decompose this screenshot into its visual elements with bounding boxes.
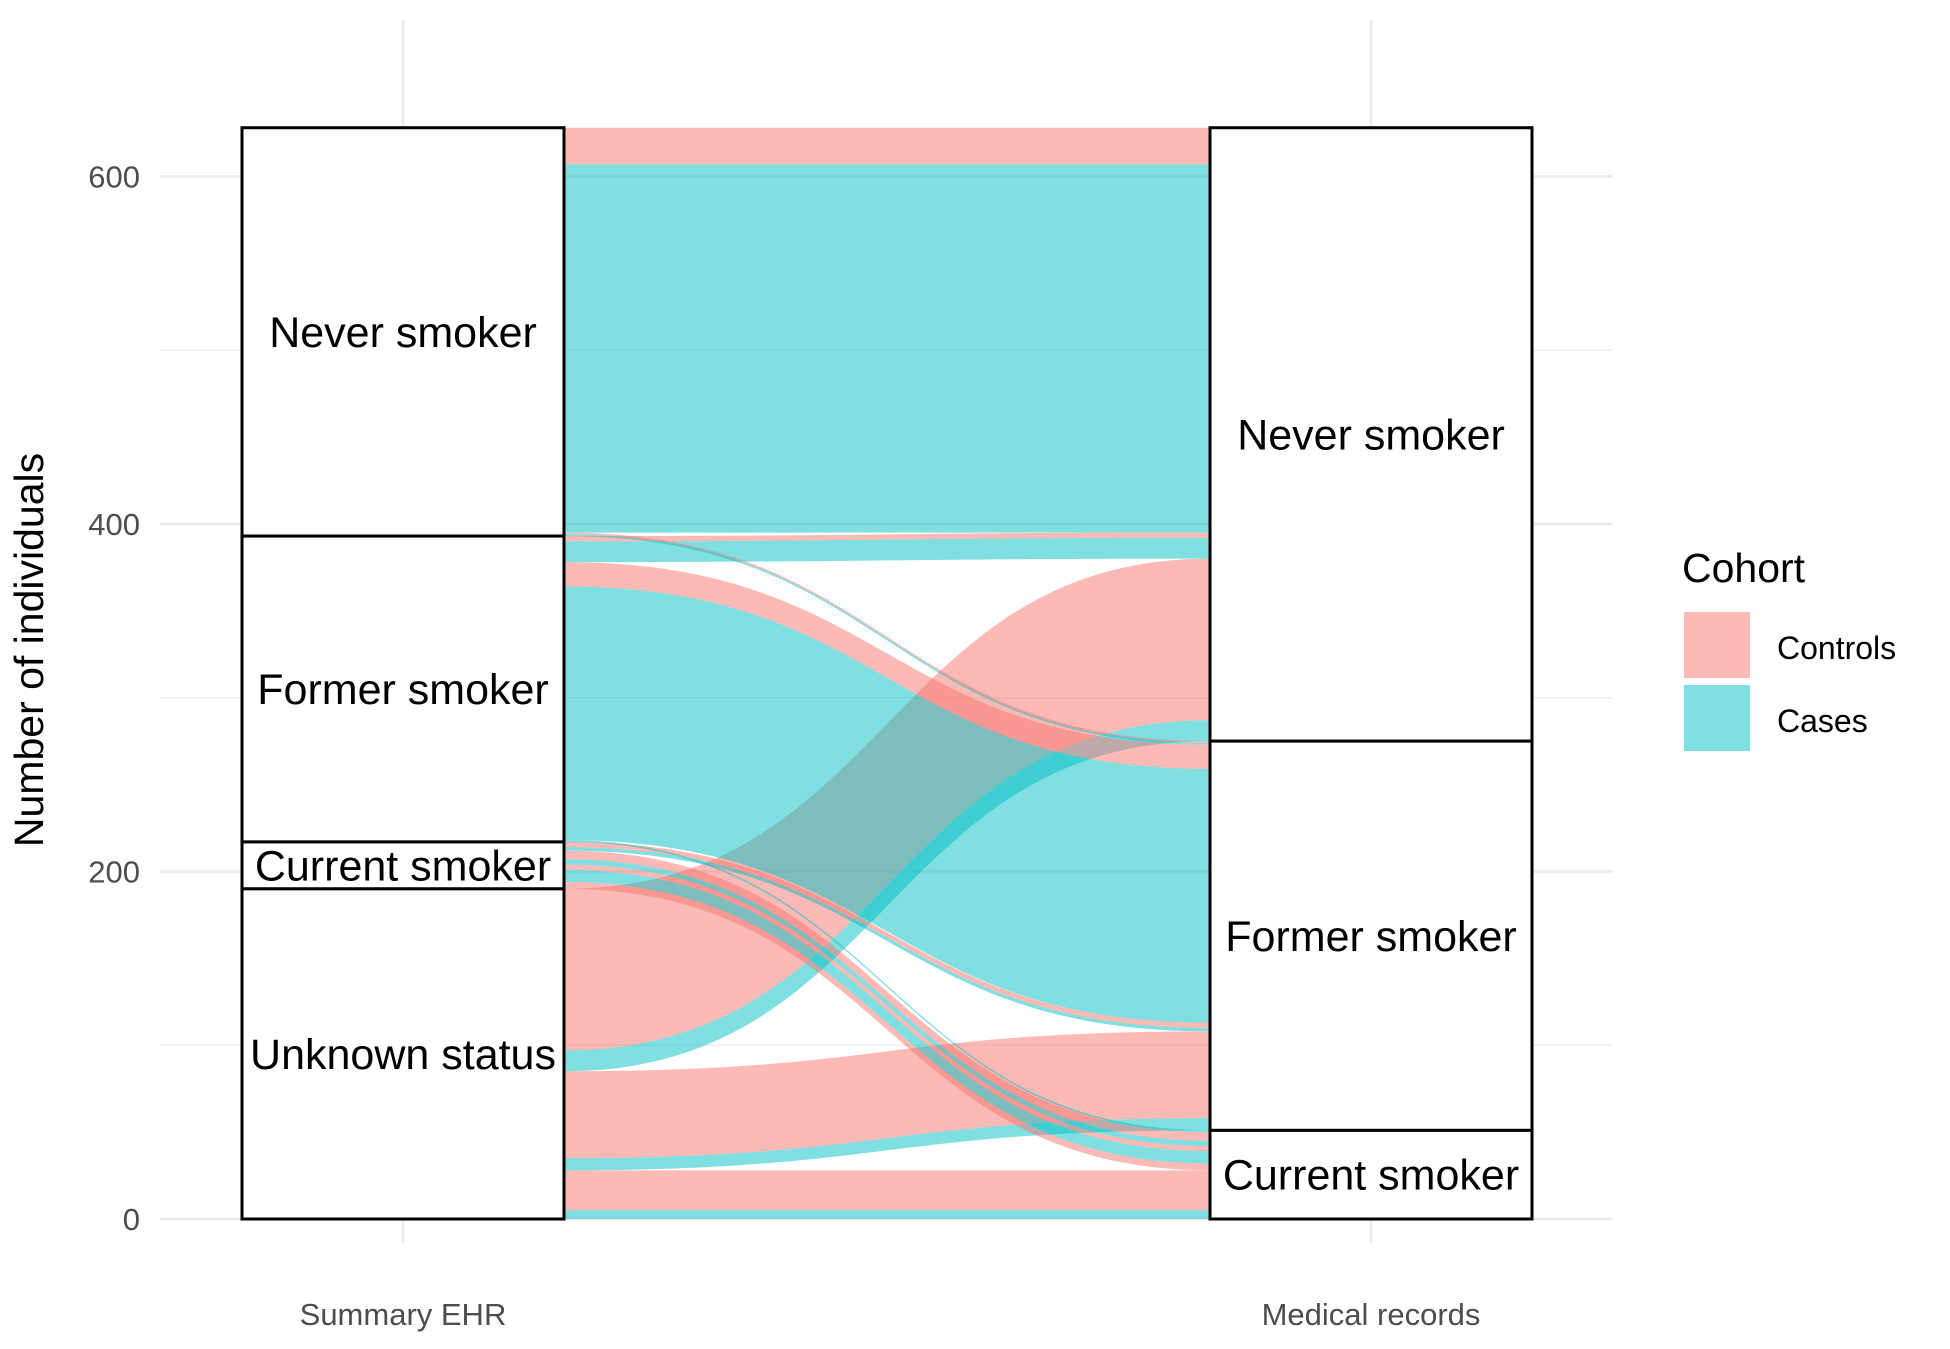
- flow-cases-current-smoker-to-former-smoker: [564, 847, 1210, 1032]
- flow-cases-never-smoker-to-never-smoker: [564, 164, 1210, 533]
- flow-cases-former-smoker-to-former-smoker: [564, 586, 1210, 1023]
- legend: Cohort Controls Cases: [1682, 545, 1896, 751]
- flow-cases-former-smoker-to-current-smoker: [564, 840, 1210, 1133]
- flow-controls-current-smoker-to-current-smoker: [564, 881, 1210, 1171]
- stratum-box-summary-ehr-unknown-status: [240, 887, 566, 1221]
- legend-title: Cohort: [1682, 545, 1806, 591]
- stratum-label-medical-records-current-smoker: Current smoker: [1223, 1152, 1519, 1200]
- flow-controls-unknown-status-to-current-smoker: [564, 1170, 1210, 1211]
- stratum-label-summary-ehr-unknown-status: Unknown status: [250, 1031, 556, 1079]
- flow-controls-unknown-status-to-former-smoker: [564, 1031, 1210, 1159]
- flow-cases-unknown-status-to-current-smoker: [564, 1210, 1210, 1219]
- stratum-box-summary-ehr-never-smoker: [240, 126, 566, 538]
- legend-label-controls: Controls: [1777, 630, 1896, 666]
- stratum-box-medical-records-former-smoker: [1208, 739, 1534, 1132]
- stratum-label-medical-records-never-smoker: Never smoker: [1237, 411, 1505, 459]
- x-tick-label: Summary EHR: [300, 1297, 507, 1332]
- stratum-label-summary-ehr-never-smoker: Never smoker: [269, 309, 537, 357]
- flow-controls-current-smoker-to-former-smoker: [564, 841, 1210, 1028]
- x-axis: Summary EHR Medical records: [300, 1297, 1481, 1332]
- stratum-label-medical-records-former-smoker: Former smoker: [1225, 913, 1516, 961]
- y-axis-title: Number of individuals: [6, 453, 52, 847]
- flow-controls-current-smoker-to-current-smoker: [564, 864, 1210, 1152]
- y-tick-label: 0: [123, 1202, 140, 1237]
- flow-ribbons: [564, 127, 1210, 1219]
- flow-controls-former-smoker-to-never-smoker: [564, 532, 1210, 542]
- y-tick-label: 400: [88, 507, 140, 542]
- y-axis: 0 200 400 600: [88, 159, 140, 1237]
- stratum-label-summary-ehr-current-smoker: Current smoker: [255, 842, 551, 890]
- flow-controls-never-smoker-to-former-smoker: [564, 532, 1210, 743]
- flow-cases-current-smoker-to-current-smoker: [564, 859, 1210, 1147]
- stratum-label-summary-ehr-former-smoker: Former smoker: [257, 666, 548, 714]
- stratum-box-medical-records-current-smoker: [1208, 1128, 1534, 1221]
- legend-key-controls: [1684, 612, 1750, 678]
- legend-key-cases: [1684, 685, 1750, 751]
- stratum-box-summary-ehr-current-smoker: [240, 840, 566, 891]
- legend-label-cases: Cases: [1777, 703, 1868, 739]
- flow-cases-never-smoker-to-former-smoker: [564, 534, 1210, 745]
- flow-controls-current-smoker-to-current-smoker: [564, 850, 1210, 1141]
- flow-controls-former-smoker-to-former-smoker: [564, 562, 1210, 769]
- y-tick-label: 600: [88, 159, 140, 194]
- flow-cases-current-smoker-to-current-smoker: [564, 869, 1210, 1164]
- flow-controls-never-smoker-to-never-smoker: [564, 127, 1210, 165]
- x-tick-label: Medical records: [1262, 1297, 1481, 1332]
- strata-boxes: Never smoker Former smoker Current smoker U…: [240, 126, 1534, 1221]
- stratum-box-summary-ehr-former-smoker: [240, 534, 566, 844]
- stratum-box-medical-records-never-smoker: [1208, 126, 1534, 743]
- y-tick-label: 200: [88, 854, 140, 889]
